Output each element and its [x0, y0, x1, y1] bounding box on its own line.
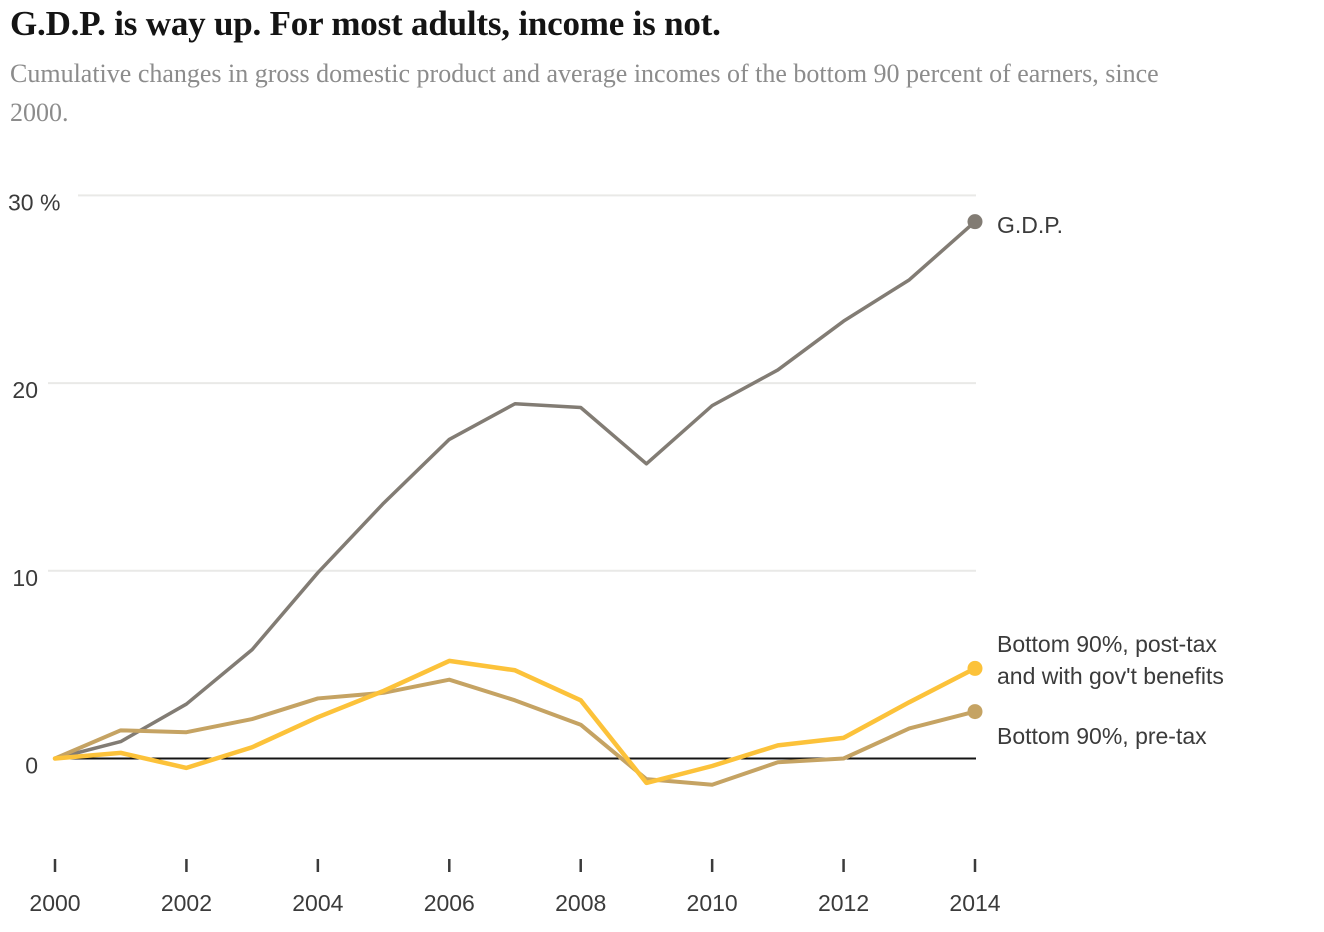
chart-subtitle: Cumulative changes in gross domestic pro…: [10, 59, 1159, 127]
x-tick-label-2002: 2002: [161, 890, 212, 916]
legend-label-bottom90-pretax: Bottom 90%, pre-tax: [997, 720, 1207, 752]
y-tick-label-30: 30 %: [8, 189, 60, 215]
series-end-dot-bottom90-pretax: [967, 704, 983, 720]
y-tick-label-20: 20: [12, 377, 38, 403]
series-end-dot-bottom90-posttax: [967, 660, 983, 676]
legend-label-gdp: G.D.P.: [997, 209, 1063, 241]
x-tick-label-2000: 2000: [29, 890, 80, 916]
legend-label-gdp-text: G.D.P.: [997, 212, 1064, 238]
series-line-bottom90-pretax: [53, 677, 977, 787]
legend-label-bottom90-posttax-line1: Bottom 90%, post-tax: [997, 631, 1217, 657]
series-line-bottom90-posttax: [52, 658, 978, 786]
x-tick-label-2006: 2006: [424, 890, 475, 916]
y-tick-label-0: 0: [25, 753, 38, 779]
series-end-dot-gdp: [967, 214, 983, 230]
x-tick-label-2014: 2014: [949, 890, 1000, 916]
x-tick-label-2012: 2012: [818, 890, 869, 916]
chart-title: G.D.P. is way up. For most adults, incom…: [10, 4, 721, 43]
legend-label-bottom90-pretax-text: Bottom 90%, pre-tax: [997, 723, 1207, 749]
legend-label-bottom90-posttax: Bottom 90%, post-tax and with gov't bene…: [997, 628, 1224, 692]
y-tick-label-10: 10: [12, 565, 38, 591]
x-tick-label-2004: 2004: [292, 890, 343, 916]
x-tick-label-2008: 2008: [555, 890, 606, 916]
x-tick-label-2010: 2010: [687, 890, 738, 916]
legend-label-bottom90-posttax-line2: and with gov't benefits: [997, 663, 1224, 689]
series-line-gdp: [53, 219, 977, 761]
